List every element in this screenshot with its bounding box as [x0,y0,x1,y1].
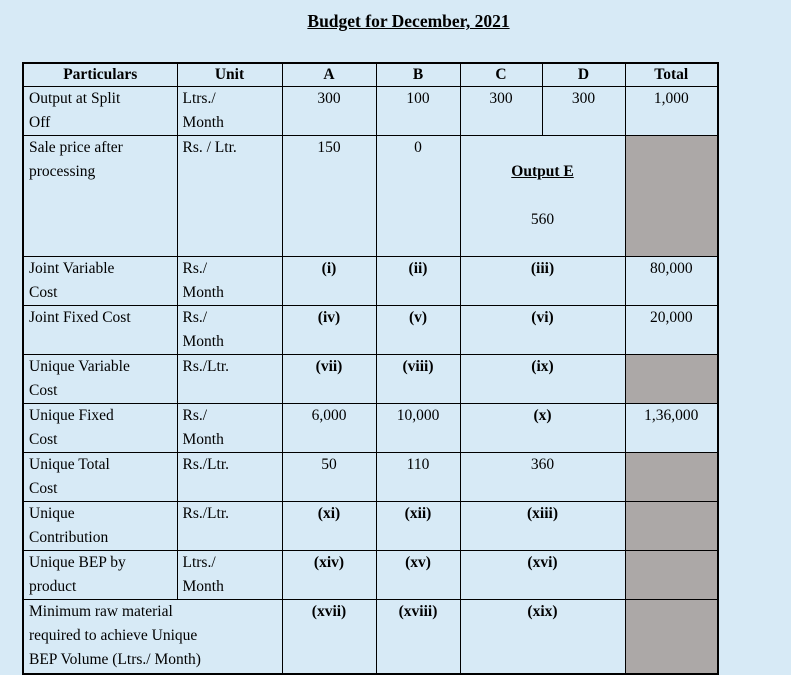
unit-cell: Rs./Ltr. [176,353,283,404]
placeholder-cell-a: (i) [281,255,377,306]
value-cell-a: 300 [281,85,377,136]
table-row-unique-total-cost: Unique Total Cost Rs./Ltr. 50 110 360 [22,451,719,502]
table-row-minimum-raw-material: Minimum raw material required to achieve… [22,598,719,675]
value-cell-b: 100 [375,85,461,136]
table-row-joint-fixed-cost: Joint Fixed Cost Rs./ Month (iv) (v) (vi… [22,304,719,355]
placeholder-cell-a: (xi) [281,500,377,551]
total-cell: 20,000 [624,304,719,355]
total-cell-shaded [624,598,719,675]
particulars-cell: Joint Variable Cost [22,255,178,306]
placeholder-cell-a: (xiv) [281,549,377,600]
table-row-unique-contribution: Unique Contribution Rs./Ltr. (xi) (xii) … [22,500,719,551]
header-particulars: Particulars [22,62,178,87]
header-row: Particulars Unit A B C D Total [22,62,719,87]
header-d: D [541,62,626,87]
particulars-cell: Joint Fixed Cost [22,304,178,355]
value-cell-b: 110 [375,451,461,502]
total-cell-shaded [624,134,719,257]
particulars-cell: Unique Variable Cost [22,353,178,404]
table-row-unique-variable-cost: Unique Variable Cost Rs./Ltr. (vii) (vii… [22,353,719,404]
placeholder-cell-b: (xviii) [375,598,461,675]
unit-cell: Ltrs./ Month [176,549,283,600]
placeholder-cell-cd: (xix) [459,598,626,675]
table-row-unique-fixed-cost: Unique Fixed Cost Rs./ Month 6,000 10,00… [22,402,719,453]
particulars-cell: Unique Fixed Cost [22,402,178,453]
particulars-cell: Unique Total Cost [22,451,178,502]
particulars-cell: Output at Split Off [22,85,178,136]
unit-cell: Rs./Ltr. [176,451,283,502]
value-cell-b: 10,000 [375,402,461,453]
value-cell-cd: 360 [459,451,626,502]
particulars-cell: Sale price after processing [22,134,178,257]
header-a: A [281,62,377,87]
value-cell-b: 0 [375,134,461,257]
output-e-value: 560 [530,210,555,228]
budget-table: Particulars Unit A B C D Total Output at… [22,62,719,675]
table-row-unique-bep-by-product: Unique BEP by product Ltrs./ Month (xiv)… [22,549,719,600]
total-cell-shaded [624,353,719,404]
placeholder-cell-cd: (xiii) [459,500,626,551]
placeholder-cell-b: (xv) [375,549,461,600]
table-row-joint-variable-cost: Joint Variable Cost Rs./ Month (i) (ii) … [22,255,719,306]
placeholder-cell-cd: (ix) [459,353,626,404]
particulars-cell: Unique BEP by product [22,549,178,600]
placeholder-cell-a: (vii) [281,353,377,404]
placeholder-cell-cd: (xvi) [459,549,626,600]
placeholder-cell-a: (xvii) [281,598,377,675]
particulars-cell: Minimum raw material required to achieve… [22,598,283,675]
value-cell-d: 300 [541,85,626,136]
total-cell: 1,36,000 [624,402,719,453]
unit-cell: Rs./Ltr. [176,500,283,551]
unit-cell: Rs. / Ltr. [176,134,283,257]
header-total: Total [624,62,719,87]
particulars-cell: Unique Contribution [22,500,178,551]
value-cell-c: 300 [459,85,543,136]
total-cell: 80,000 [624,255,719,306]
output-e-cell: Output E 560 [459,134,626,257]
placeholder-cell-b: (viii) [375,353,461,404]
table-row-sale-price-after-processing: Sale price after processing Rs. / Ltr. 1… [22,134,719,257]
total-cell: 1,000 [624,85,719,136]
placeholder-cell-b: (xii) [375,500,461,551]
placeholder-cell-b: (ii) [375,255,461,306]
unit-cell: Rs./ Month [176,255,283,306]
placeholder-cell-cd: (vi) [459,304,626,355]
placeholder-cell-a: (iv) [281,304,377,355]
value-cell-a: 150 [281,134,377,257]
placeholder-cell-cd: (x) [459,402,626,453]
total-cell-shaded [624,549,719,600]
unit-cell: Ltrs./ Month [176,85,283,136]
header-unit: Unit [176,62,283,87]
header-c: C [459,62,543,87]
unit-cell: Rs./ Month [176,304,283,355]
table-row-output-at-split-off: Output at Split Off Ltrs./ Month 300 100… [22,85,719,136]
page-title: Budget for December, 2021 [307,11,510,31]
placeholder-cell-b: (v) [375,304,461,355]
unit-cell: Rs./ Month [176,402,283,453]
header-b: B [375,62,461,87]
total-cell-shaded [624,500,719,551]
value-cell-a: 50 [281,451,377,502]
total-cell-shaded [624,451,719,502]
placeholder-cell-cd: (iii) [459,255,626,306]
value-cell-a: 6,000 [281,402,377,453]
output-e-label: Output E [511,162,574,180]
